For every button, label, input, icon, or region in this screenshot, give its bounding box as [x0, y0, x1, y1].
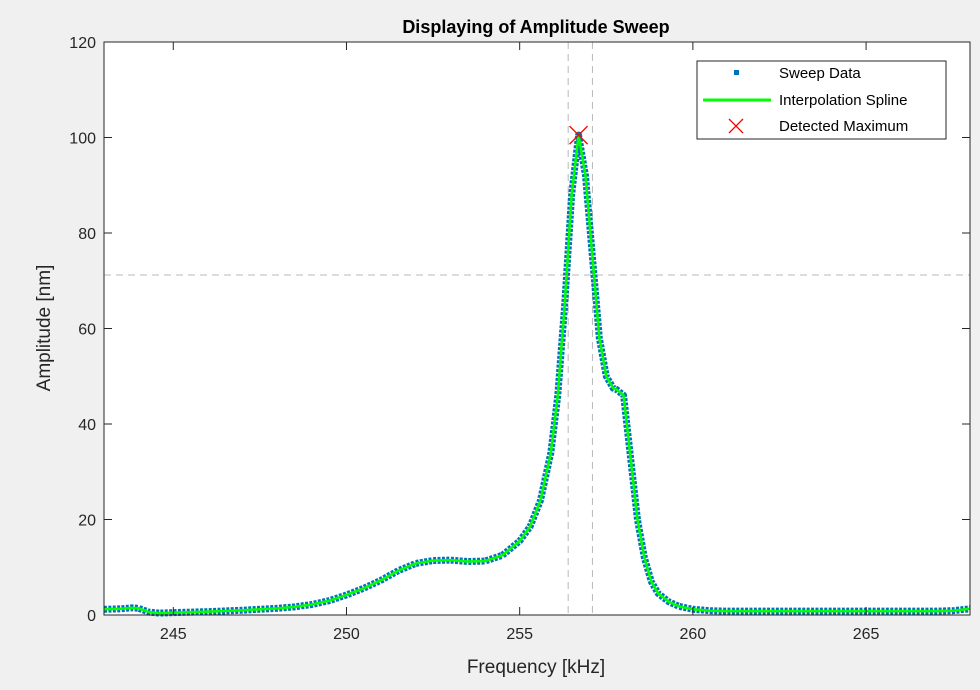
x-tick-label: 265: [853, 626, 880, 643]
reference-lines: [104, 42, 970, 615]
x-tick-label: 250: [333, 626, 360, 643]
chart-title: Displaying of Amplitude Sweep: [402, 17, 669, 37]
y-tick-label: 80: [78, 226, 96, 243]
x-tick-label: 260: [680, 626, 707, 643]
x-tick-label: 255: [506, 626, 533, 643]
y-tick-label: 100: [69, 131, 96, 148]
y-tick-label: 120: [69, 35, 96, 52]
y-axis-label: Amplitude [nm]: [34, 265, 55, 392]
legend-marker-maximum: [728, 118, 744, 134]
y-tick-label: 0: [87, 608, 96, 625]
x-axis-label: Frequency [kHz]: [467, 657, 605, 678]
y-tick-label: 60: [78, 322, 96, 339]
y-axis-ticks: 0 20 40 60 80 100 120: [69, 35, 970, 625]
detected-maximum-marker: [569, 125, 589, 145]
legend-label-spline: Interpolation Spline: [779, 92, 907, 109]
legend: Sweep Data Interpolation Spline Detected…: [696, 60, 947, 140]
y-tick-label: 40: [78, 417, 96, 434]
legend-marker-sweep-data: [734, 70, 739, 75]
x-tick-label: 245: [160, 626, 187, 643]
plot-area: [101, 125, 973, 617]
x-axis-ticks: 245 250 255 260 265: [160, 42, 880, 643]
legend-label-maximum: Detected Maximum: [779, 118, 908, 135]
y-tick-label: 20: [78, 513, 96, 530]
legend-label-sweep-data: Sweep Data: [779, 65, 861, 82]
interpolation-spline-line: [103, 133, 971, 615]
